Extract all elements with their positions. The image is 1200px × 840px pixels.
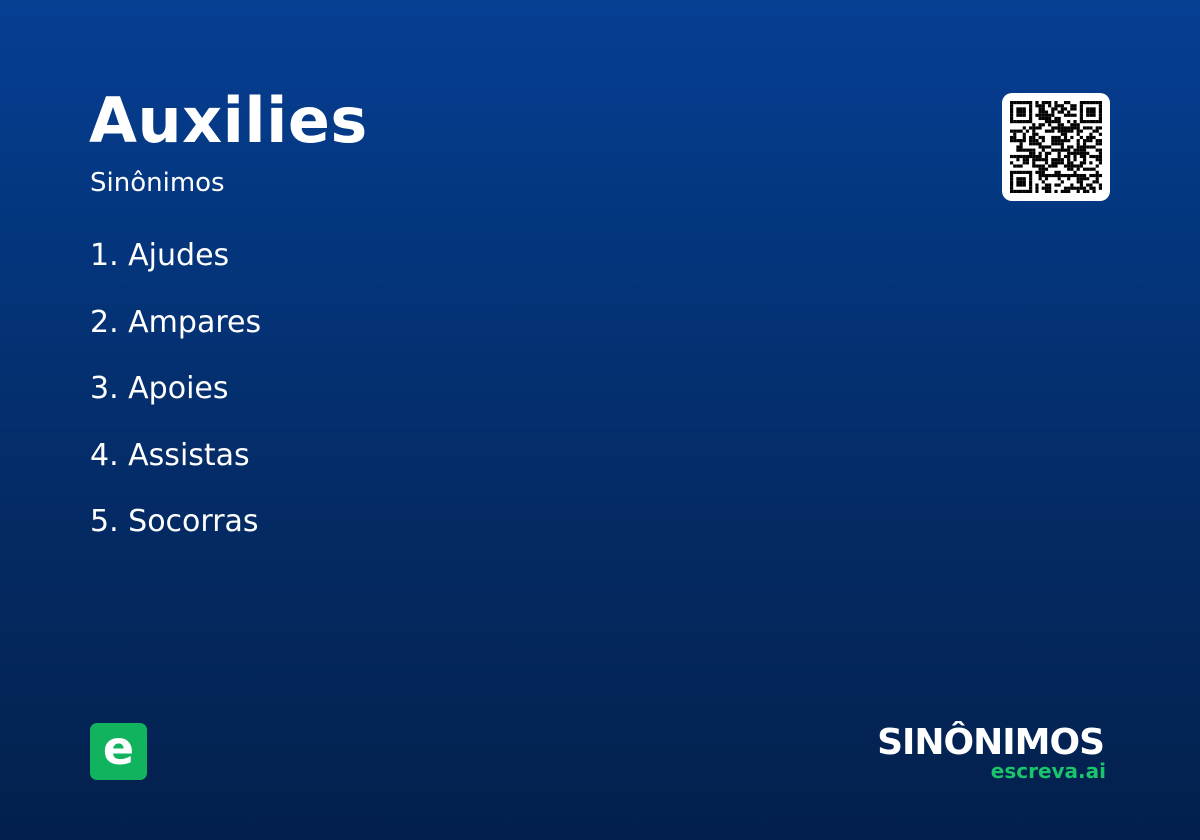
list-item: 1. Ajudes xyxy=(90,238,230,273)
list-item: 3. Apoies xyxy=(90,371,229,406)
escreva-logo: e xyxy=(90,723,147,780)
list-item: 5. Socorras xyxy=(90,504,259,539)
synonym-list: 1. Ajudes 2. Ampares 3. Apoies 4. Assist… xyxy=(90,236,261,569)
qr-code-icon[interactable] xyxy=(1002,93,1110,201)
page-subtitle: Sinônimos xyxy=(90,168,225,198)
list-item: 4. Assistas xyxy=(90,437,250,473)
brand-name: SINÔNIMOS xyxy=(877,722,1105,763)
page-title: Auxilies xyxy=(89,84,368,157)
brand-logo: SINÔNIMOS escreva.ai xyxy=(877,722,1106,783)
brand-domain: escreva.ai xyxy=(990,759,1106,783)
list-item: 2. Ampares xyxy=(90,304,262,340)
